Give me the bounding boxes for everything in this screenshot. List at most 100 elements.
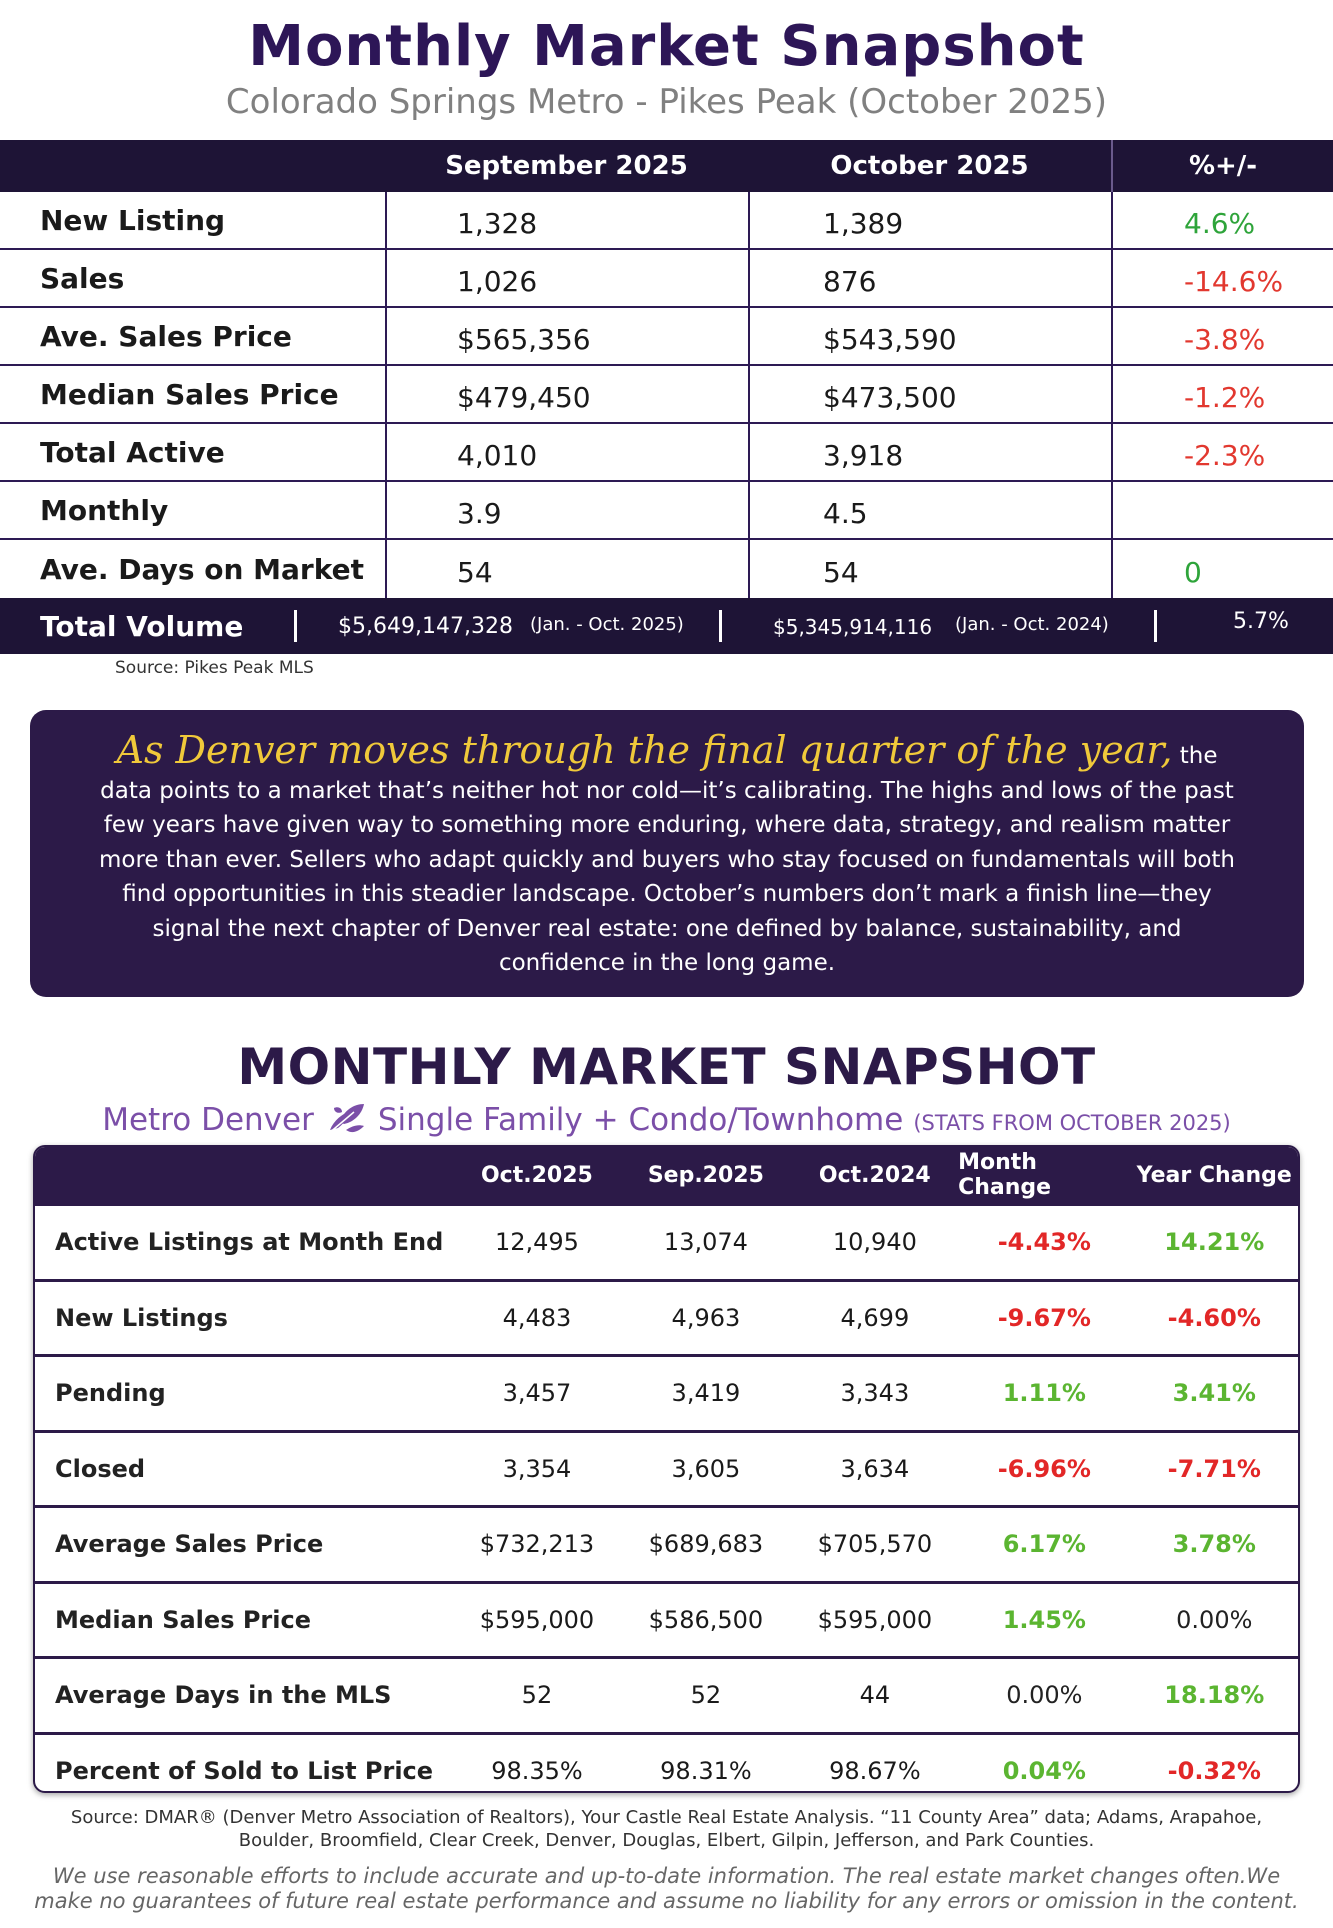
year-change-value: 3.41% bbox=[1172, 1379, 1256, 1408]
oct-2025-value: 3,354 bbox=[502, 1454, 572, 1483]
oct-2025-value: 98.35% bbox=[491, 1756, 583, 1785]
table-row: Percent of Sold to List Price 98.35% 98.… bbox=[35, 1731, 1298, 1792]
row-label: New Listing bbox=[40, 203, 226, 237]
oct-2024-value: 4,699 bbox=[840, 1303, 910, 1332]
oct-2025-value: 52 bbox=[521, 1681, 553, 1710]
year-change-value: 14.21% bbox=[1164, 1228, 1265, 1257]
table-header: Oct.2025 Sep.2025 Oct.2024 Month Change … bbox=[35, 1147, 1298, 1203]
table-row: Median Sales Price $479,450 $473,500 -1.… bbox=[0, 366, 1333, 424]
change-value: 0 bbox=[1111, 540, 1333, 598]
table-row: Sales 1,026 876 -14.6% bbox=[0, 250, 1333, 308]
row-label: Closed bbox=[55, 1454, 146, 1483]
row-label: Ave. Days on Market bbox=[40, 552, 364, 586]
table-row: Closed 3,354 3,605 3,634 -6.96% -7.71% bbox=[35, 1429, 1298, 1506]
colorado-springs-table: September 2025 October 2025 %+/- New Lis… bbox=[0, 140, 1333, 654]
sep-2025-value: $689,683 bbox=[648, 1530, 764, 1559]
table-row: Average Sales Price $732,213 $689,683 $7… bbox=[35, 1505, 1298, 1581]
section-title: MONTHLY MARKET SNAPSHOT bbox=[237, 1038, 1096, 1096]
total-volume-2025: $5,649,147,328 bbox=[338, 614, 513, 639]
header-cell-september: September 2025 bbox=[445, 151, 688, 181]
oct-2025-value: $732,213 bbox=[479, 1530, 595, 1559]
october-value: 1,389 bbox=[748, 192, 1111, 248]
september-value: $479,450 bbox=[385, 366, 748, 422]
row-label: Average Days in the MLS bbox=[55, 1681, 392, 1710]
header-cell-sep-2025: Sep.2025 bbox=[647, 1162, 764, 1188]
total-volume-2025-note: (Jan. - Oct. 2025) bbox=[530, 614, 684, 635]
september-value: $565,356 bbox=[385, 308, 748, 364]
oct-2024-value: $595,000 bbox=[817, 1605, 933, 1634]
october-value: 876 bbox=[748, 250, 1111, 306]
september-value: 1,026 bbox=[385, 250, 748, 306]
header-cell-oct-2024: Oct.2024 bbox=[818, 1162, 931, 1188]
sep-2025-value: 13,074 bbox=[663, 1228, 748, 1257]
divider bbox=[294, 610, 297, 642]
change-value: 4.6% bbox=[1111, 192, 1333, 248]
divider bbox=[719, 610, 722, 642]
month-change-value: -9.67% bbox=[997, 1303, 1091, 1332]
sep-2025-value: 52 bbox=[690, 1681, 722, 1710]
year-change-value: 3.78% bbox=[1172, 1530, 1256, 1559]
header-cell-year-change: Year Change bbox=[1136, 1162, 1292, 1188]
source-note: Source: DMAR® (Denver Metro Association … bbox=[70, 1807, 1263, 1851]
row-label: Percent of Sold to List Price bbox=[55, 1756, 434, 1785]
month-change-value: 1.11% bbox=[1002, 1379, 1086, 1408]
source-note: Source: Pikes Peak MLS bbox=[115, 658, 314, 678]
row-label: Active Listings at Month End bbox=[55, 1228, 444, 1257]
sep-2025-value: 98.31% bbox=[660, 1756, 752, 1785]
month-change-value: -6.96% bbox=[997, 1454, 1091, 1483]
table-header: September 2025 October 2025 %+/- bbox=[0, 140, 1333, 192]
september-value: 4,010 bbox=[385, 424, 748, 480]
table-row: Active Listings at Month End 12,495 13,0… bbox=[35, 1203, 1298, 1279]
month-change-value: 6.17% bbox=[1002, 1530, 1086, 1559]
header-cell-oct-2025: Oct.2025 bbox=[480, 1162, 593, 1188]
page-title: Monthly Market Snapshot bbox=[248, 14, 1085, 79]
year-change-value: -0.32% bbox=[1167, 1756, 1261, 1785]
section-subtitle: Metro Denver Single Family + Condo/Townh… bbox=[0, 1094, 1333, 1138]
row-label: Median Sales Price bbox=[55, 1605, 311, 1634]
october-value: 4.5 bbox=[748, 482, 1111, 538]
table-row: Ave. Days on Market 54 54 0 bbox=[0, 540, 1333, 598]
narrative-lead: As Denver moves through the final quarte… bbox=[116, 728, 1173, 772]
subtitle-property-type: Single Family + Condo/Townhome bbox=[377, 1102, 904, 1138]
row-label: Total Active bbox=[40, 435, 225, 469]
oct-2024-value: 3,343 bbox=[840, 1379, 910, 1408]
october-value: $473,500 bbox=[748, 366, 1111, 422]
table-row: Monthly 3.9 4.5 bbox=[0, 482, 1333, 540]
change-value bbox=[1111, 482, 1333, 538]
october-value: $543,590 bbox=[748, 308, 1111, 364]
oct-2025-value: $595,000 bbox=[479, 1605, 595, 1634]
table-row: Pending 3,457 3,419 3,343 1.11% 3.41% bbox=[35, 1354, 1298, 1430]
row-label: Monthly bbox=[40, 493, 169, 527]
month-change-value: 0.00% bbox=[1006, 1681, 1083, 1710]
year-change-value: -4.60% bbox=[1167, 1303, 1261, 1332]
sep-2025-value: $586,500 bbox=[648, 1605, 764, 1634]
october-value: 3,918 bbox=[748, 424, 1111, 480]
oct-2025-value: 3,457 bbox=[502, 1379, 572, 1408]
change-value: -2.3% bbox=[1111, 424, 1333, 480]
row-label: Ave. Sales Price bbox=[40, 319, 292, 353]
year-change-value: 0.00% bbox=[1176, 1605, 1253, 1634]
narrative-body: the data points to a market that’s neith… bbox=[99, 743, 1235, 976]
oct-2024-value: 98.67% bbox=[829, 1756, 921, 1785]
disclaimer: We use reasonable efforts to include acc… bbox=[34, 1864, 1299, 1913]
header-cell-blank bbox=[35, 1147, 454, 1203]
header-cell-october: October 2025 bbox=[830, 151, 1029, 181]
total-volume-row: Total Volume $5,649,147,328 (Jan. - Oct.… bbox=[0, 598, 1333, 654]
oct-2024-value: 3,634 bbox=[840, 1454, 910, 1483]
month-change-value: 0.04% bbox=[1002, 1756, 1086, 1785]
september-value: 1,328 bbox=[385, 192, 748, 248]
september-value: 54 bbox=[385, 540, 748, 598]
oct-2024-value: $705,570 bbox=[817, 1530, 933, 1559]
change-value: -14.6% bbox=[1111, 250, 1333, 306]
oct-2025-value: 12,495 bbox=[494, 1228, 579, 1257]
year-change-value: 18.18% bbox=[1164, 1681, 1265, 1710]
month-change-value: 1.45% bbox=[1002, 1605, 1086, 1634]
september-value: 3.9 bbox=[385, 482, 748, 538]
divider bbox=[1154, 610, 1157, 642]
sep-2025-value: 3,605 bbox=[671, 1454, 741, 1483]
month-change-value: -4.43% bbox=[997, 1228, 1091, 1257]
change-value: -3.8% bbox=[1111, 308, 1333, 364]
oct-2024-value: 10,940 bbox=[832, 1228, 917, 1257]
total-volume-change: 5.7% bbox=[1233, 609, 1289, 634]
change-value: -1.2% bbox=[1111, 366, 1333, 422]
